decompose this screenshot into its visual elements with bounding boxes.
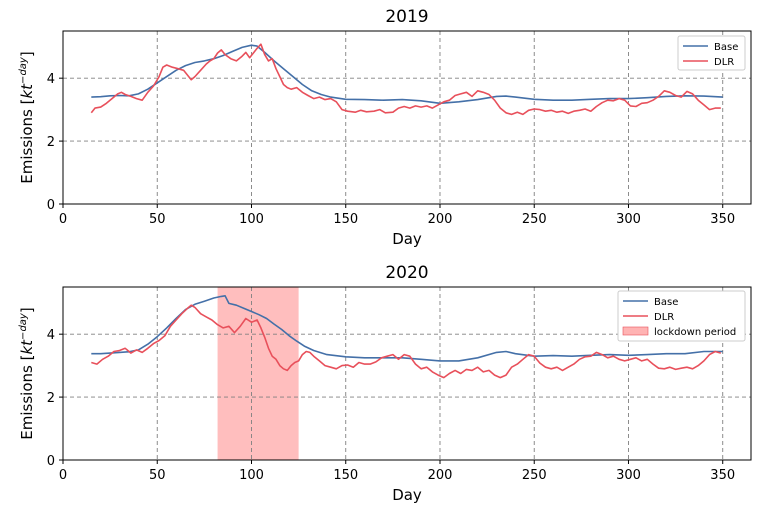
legend-label-dlr: DLR bbox=[714, 57, 734, 68]
chart-panel-2019: 0 50 100 150 200 250 300 350 0 2 4 2019 Day Emissions… bbox=[18, 7, 752, 248]
series-line-base bbox=[91, 295, 723, 362]
y-tick-label: 2 bbox=[47, 135, 55, 150]
y-axis-label: Emissions [kt−day] bbox=[18, 307, 36, 439]
y-tick-label: 4 bbox=[47, 72, 55, 87]
x-tick-label: 50 bbox=[149, 468, 166, 483]
x-tick-label: 100 bbox=[239, 468, 264, 483]
x-tick-label: 350 bbox=[710, 468, 735, 483]
chart-panel-2020: 0 50 100 150 200 250 300 350 0 2 4 2020 Day Emissions… bbox=[18, 263, 752, 504]
x-tick-label: 100 bbox=[239, 212, 264, 227]
legend: Base DLR bbox=[677, 35, 746, 71]
series-line-dlr bbox=[91, 304, 722, 379]
legend-box bbox=[617, 290, 746, 342]
chart-title: 2019 bbox=[385, 7, 428, 27]
x-tick-label: 150 bbox=[333, 468, 358, 483]
x-tick-label: 0 bbox=[59, 468, 67, 483]
legend-label-dlr: DLR bbox=[654, 312, 674, 323]
legend-swatch-lockdown bbox=[622, 326, 649, 336]
plot-frame bbox=[62, 30, 752, 205]
y-axis-label-text: Emissions [ bbox=[18, 355, 36, 440]
y-axis-label: Emissions [kt−day] bbox=[18, 51, 36, 183]
chart-title: 2020 bbox=[385, 263, 428, 283]
legend-label-lockdown: lockdown period bbox=[654, 327, 736, 338]
y-tick-label: 4 bbox=[47, 328, 55, 343]
x-tick-label: 250 bbox=[522, 468, 547, 483]
x-tick-label: 200 bbox=[428, 212, 453, 227]
y-axis-label-close: ] bbox=[18, 307, 36, 313]
legend: Base DLR lockdown period bbox=[617, 290, 746, 342]
legend-label-base: Base bbox=[714, 42, 738, 53]
x-tick-label: 150 bbox=[333, 212, 358, 227]
plot-frame bbox=[62, 286, 752, 461]
y-tick-label: 2 bbox=[47, 391, 55, 406]
series-line-dlr bbox=[90, 43, 721, 116]
x-axis-label: Day bbox=[392, 230, 422, 248]
x-tick-label: 300 bbox=[616, 212, 641, 227]
y-tick-label: 0 bbox=[47, 198, 55, 213]
series-line-base bbox=[91, 44, 723, 105]
x-tick-label: 0 bbox=[59, 212, 67, 227]
x-tick-label: 200 bbox=[428, 468, 453, 483]
y-axis-label-superscript: −day bbox=[18, 312, 29, 340]
x-tick-label: 300 bbox=[616, 468, 641, 483]
x-tick-label: 50 bbox=[149, 212, 166, 227]
y-axis-label-close: ] bbox=[18, 51, 36, 57]
x-tick-label: 350 bbox=[710, 212, 735, 227]
legend-label-base: Base bbox=[654, 297, 678, 308]
y-tick-label: 0 bbox=[47, 454, 55, 469]
y-axis-label-text: Emissions [ bbox=[18, 99, 36, 184]
y-axis-label-superscript: −day bbox=[18, 56, 29, 84]
y-axis-label-unit: kt bbox=[18, 339, 36, 355]
x-tick-label: 250 bbox=[522, 212, 547, 227]
y-axis-label-unit: kt bbox=[18, 83, 36, 99]
lockdown-shaded-region bbox=[217, 287, 299, 460]
x-axis-label: Day bbox=[392, 486, 422, 504]
